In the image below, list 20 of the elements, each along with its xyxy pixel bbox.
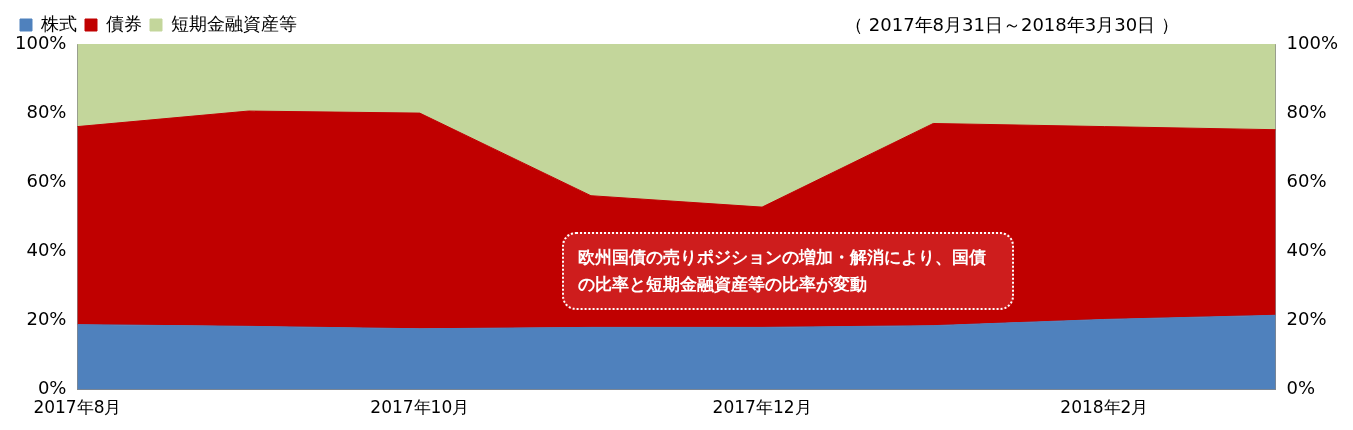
y-tick-label: 20% xyxy=(26,308,67,330)
y2-tick-label: 0% xyxy=(1286,377,1316,399)
y-tick-label: 60% xyxy=(26,169,67,191)
y2-tick-label: 60% xyxy=(1286,169,1327,191)
legend-label: 株式 xyxy=(40,12,77,34)
y2-tick-label: 80% xyxy=(1286,100,1327,122)
callout-bubble: 欧州国債の売りポジションの増加・解消により、国債の比率と短期金融資産等の比率が変動 xyxy=(562,232,1015,311)
x-tick-label: 2017年12月 xyxy=(712,397,812,418)
y-tick-label: 40% xyxy=(26,239,67,261)
y2-tick-label: 40% xyxy=(1286,239,1327,261)
y-tick-label: 80% xyxy=(26,100,67,122)
x-tick-label: 2017年10月 xyxy=(370,397,470,418)
legend-label: 短期金融資産等 xyxy=(171,12,297,34)
y2-tick-label: 20% xyxy=(1286,308,1327,330)
y-tick-label: 0% xyxy=(37,377,67,399)
x-tick-label: 2018年2月 xyxy=(1060,397,1149,418)
legend-label: 債券 xyxy=(106,12,142,34)
x-tick-label: 2017年8月 xyxy=(33,397,122,418)
y2-tick-label: 100% xyxy=(1286,31,1339,53)
chart-subtitle: （ 2017年8月31日～2018年3月30日 ） xyxy=(845,13,1179,35)
